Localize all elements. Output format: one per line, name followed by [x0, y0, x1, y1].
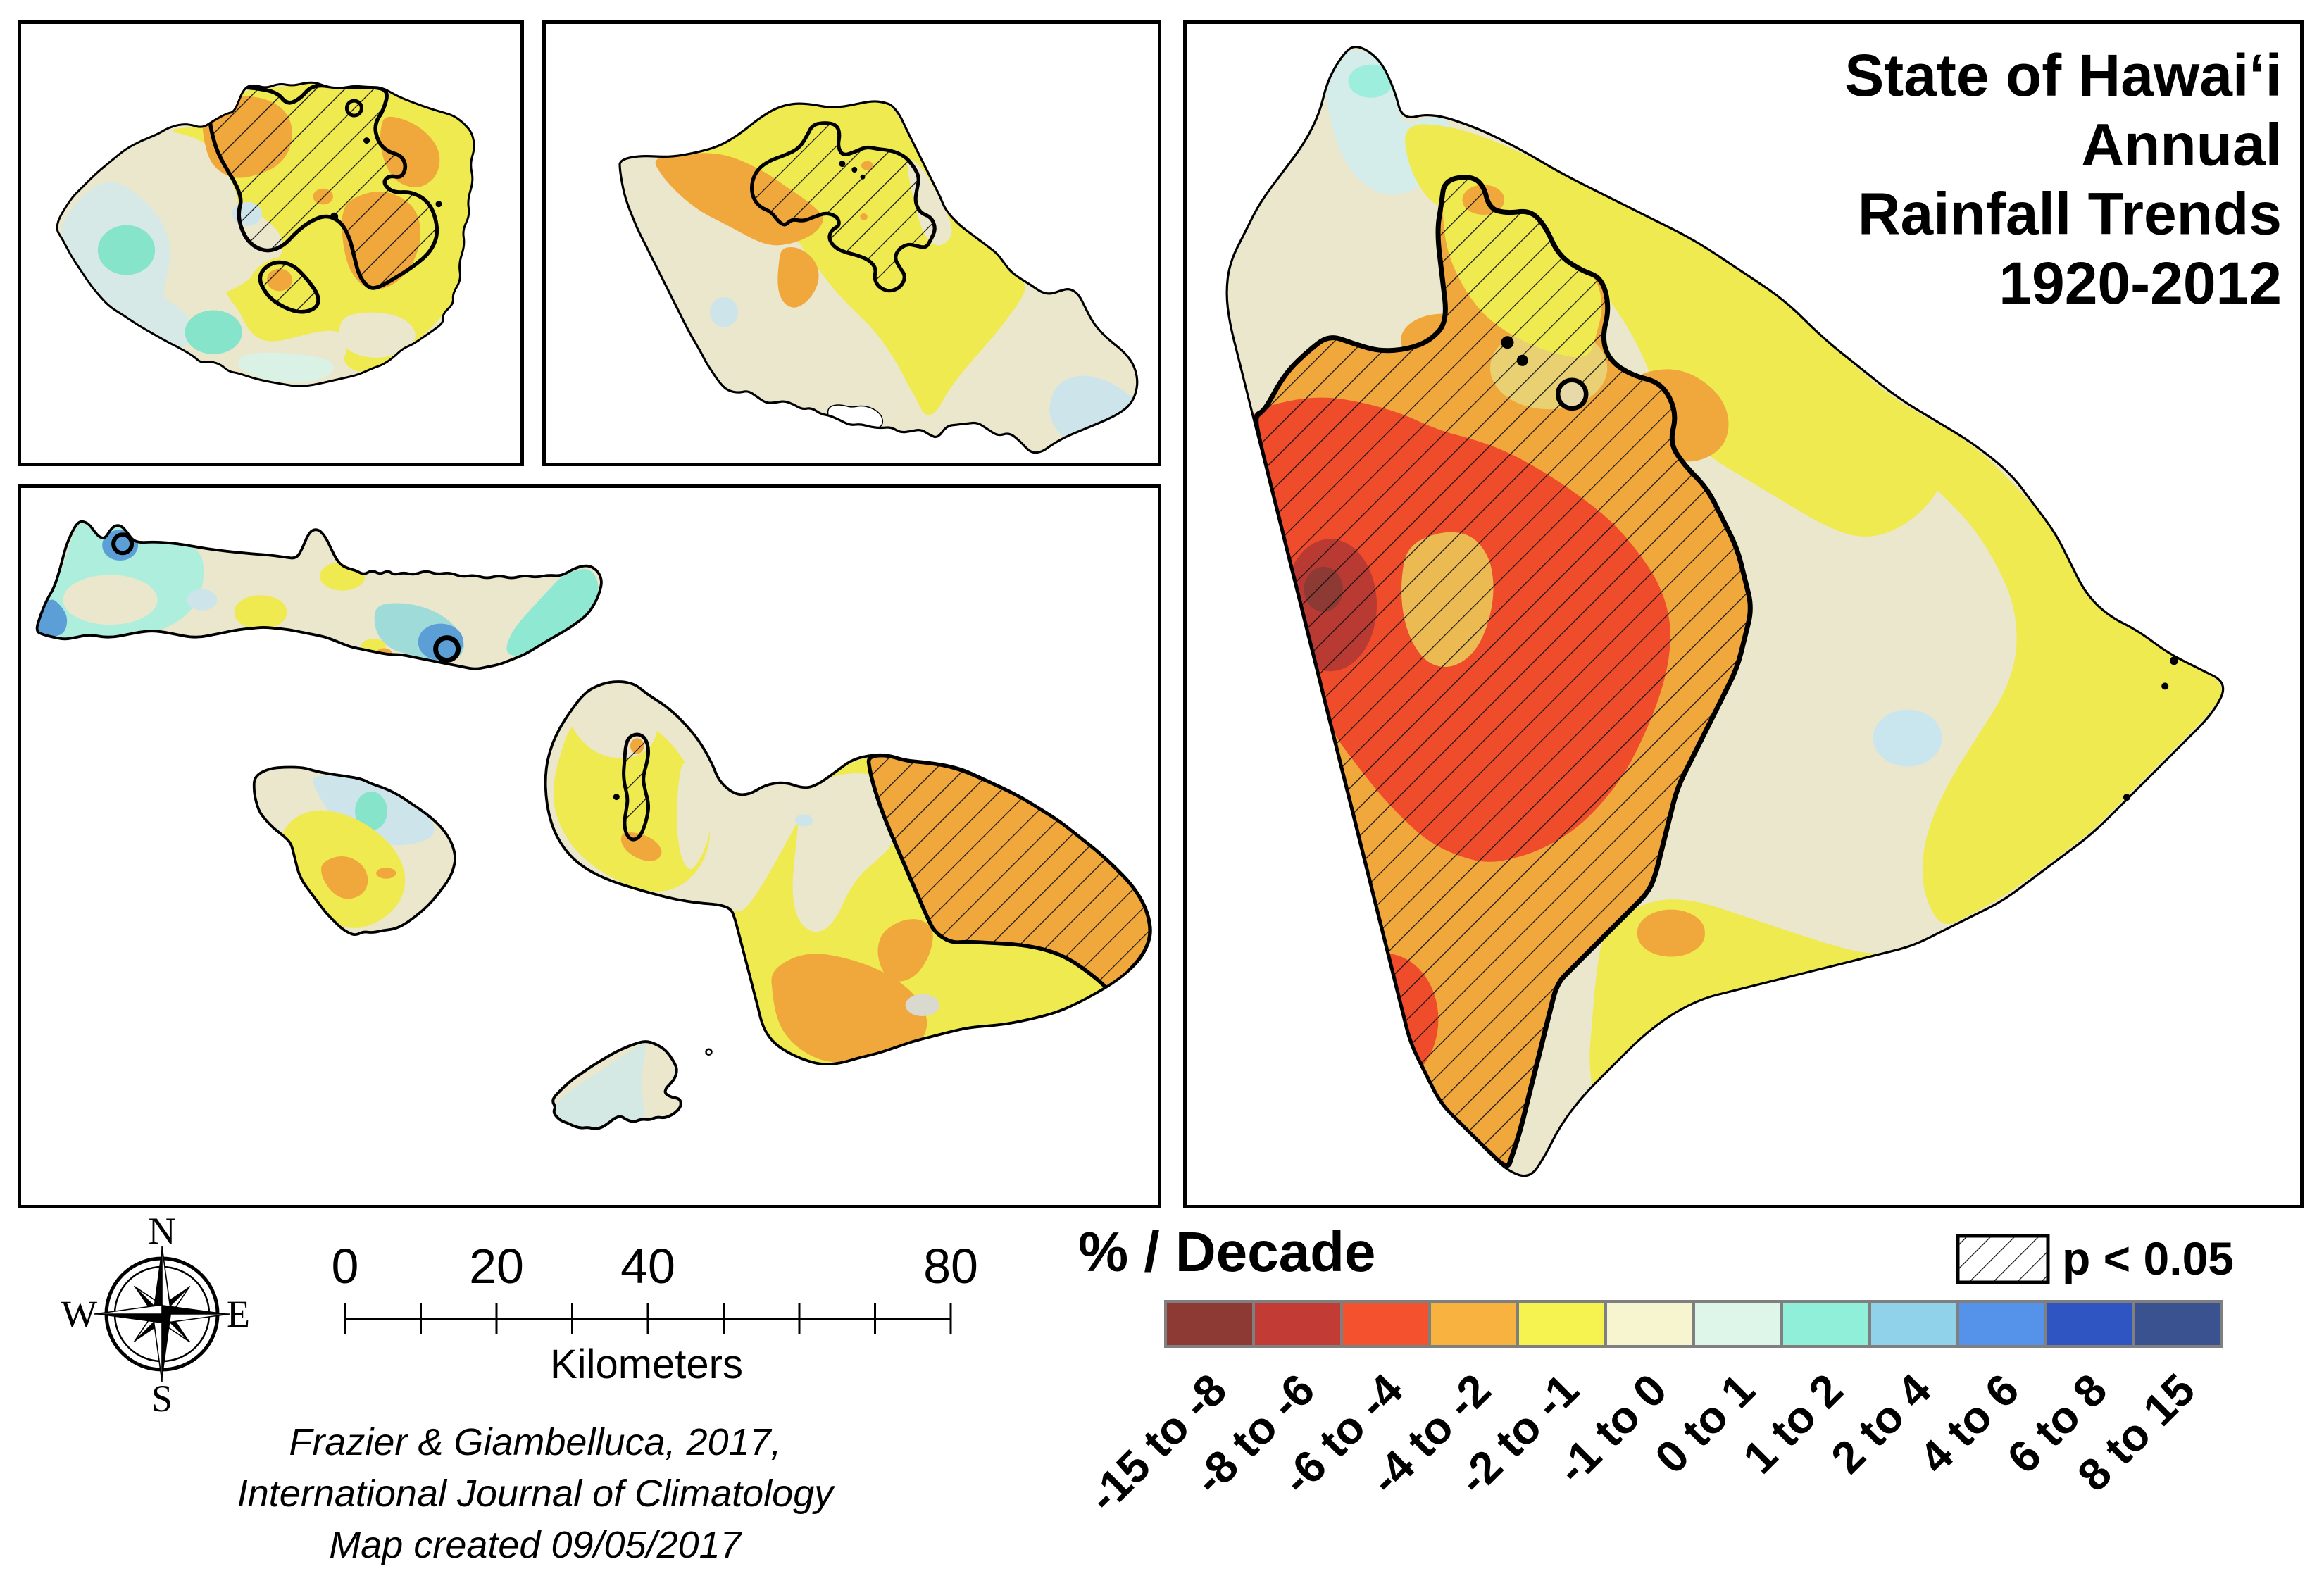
svg-text:0: 0: [332, 1239, 359, 1294]
svg-text:S: S: [151, 1377, 173, 1420]
svg-text:80: 80: [923, 1239, 978, 1294]
svg-text:Map created 09/05/2017: Map created 09/05/2017: [329, 1524, 742, 1566]
svg-text:p < 0.05: p < 0.05: [2062, 1232, 2234, 1284]
svg-text:International Journal of Clima: International Journal of Climatology: [237, 1473, 835, 1515]
svg-text:1920-2012: 1920-2012: [1999, 250, 2282, 316]
svg-text:Kilometers: Kilometers: [550, 1342, 743, 1387]
svg-text:N: N: [149, 1210, 176, 1252]
svg-text:40: 40: [620, 1239, 675, 1294]
svg-text:20: 20: [469, 1239, 524, 1294]
svg-text:Annual: Annual: [2081, 111, 2282, 177]
svg-text:E: E: [227, 1293, 250, 1335]
svg-text:Frazier & Giambelluca, 2017,: Frazier & Giambelluca, 2017,: [289, 1421, 781, 1463]
svg-text:State of Hawai‘i: State of Hawai‘i: [1844, 42, 2282, 108]
svg-text:W: W: [61, 1293, 97, 1335]
svg-text:Rainfall Trends: Rainfall Trends: [1858, 181, 2282, 247]
svg-text:% / Decade: % / Decade: [1078, 1220, 1375, 1283]
